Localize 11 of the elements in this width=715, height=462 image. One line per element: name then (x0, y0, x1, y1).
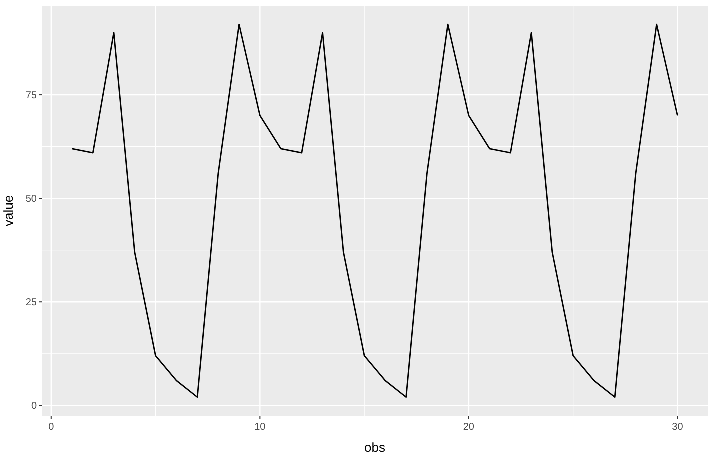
x-tick-label: 10 (254, 422, 266, 433)
y-axis-title: value (1, 195, 16, 227)
y-tick-label: 50 (26, 194, 38, 206)
x-axis-title: obs (364, 440, 386, 455)
y-tick-label: 75 (26, 90, 38, 102)
y-tick-label: 0 (31, 401, 38, 412)
x-tick-label: 0 (48, 422, 55, 433)
x-tick-label: 20 (463, 422, 475, 433)
y-tick-label: 25 (26, 298, 38, 309)
line-series (72, 24, 678, 398)
x-tick-label: 30 (672, 422, 684, 433)
